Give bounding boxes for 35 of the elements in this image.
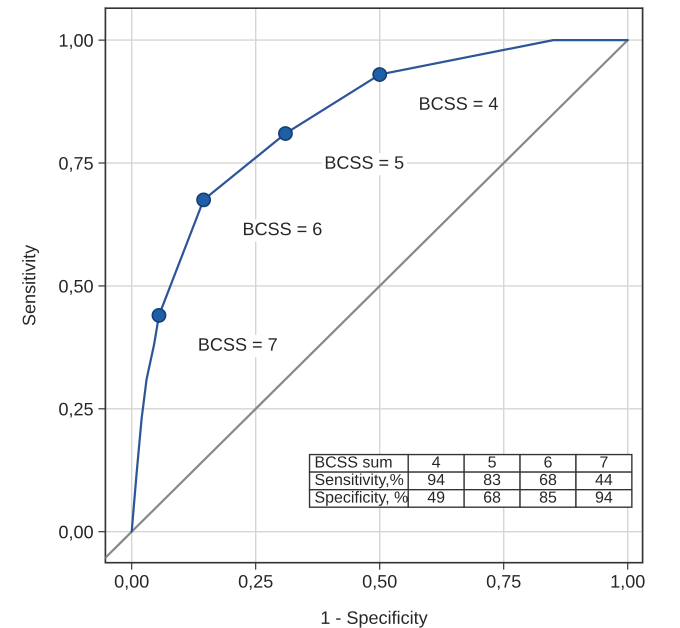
y-axis-title: Sensitivity bbox=[22, 244, 40, 326]
annotation: 6 bbox=[544, 456, 552, 468]
x-tick-label: 0,75 bbox=[486, 574, 521, 590]
x-tick-label: 1,00 bbox=[612, 574, 645, 590]
annotation: 5 bbox=[488, 456, 496, 468]
x-axis-title: 1 - Specificity bbox=[322, 610, 428, 628]
y-tick-label: 1,00 bbox=[60, 34, 93, 49]
annotation: 68 bbox=[540, 474, 556, 486]
annotation: BCSS sum bbox=[316, 456, 392, 468]
y-tick-label: 0,75 bbox=[59, 156, 93, 172]
point bbox=[278, 126, 293, 141]
annotation: 49 bbox=[428, 491, 444, 503]
annotation: 83 bbox=[484, 474, 500, 486]
y-tick-label: 0,00 bbox=[59, 526, 93, 541]
annotation: 85 bbox=[540, 491, 556, 503]
point bbox=[196, 192, 212, 208]
point bbox=[372, 67, 388, 82]
annotation: BCSS = 5 bbox=[326, 156, 404, 169]
y-tick-label: 0,25 bbox=[59, 402, 93, 418]
x-tick-label: 0,00 bbox=[114, 574, 149, 590]
x-tick-label: 0,25 bbox=[238, 574, 273, 590]
annotation: 44 bbox=[595, 474, 612, 486]
annotation: 94 bbox=[428, 474, 445, 486]
annotation: 7 bbox=[600, 456, 608, 468]
annotation: 68 bbox=[484, 491, 500, 503]
annotation: Sensitivity,% bbox=[315, 473, 404, 488]
annotation: BCSS = 6 bbox=[244, 222, 322, 236]
annotation: 4 bbox=[432, 456, 440, 468]
x-tick-label: 0,50 bbox=[362, 574, 397, 590]
y-tick-label: 0,50 bbox=[59, 280, 93, 295]
annotation: 94 bbox=[596, 491, 612, 503]
annotation: Specificity, % bbox=[315, 491, 408, 506]
annotation: BCSS = 4 bbox=[420, 97, 498, 110]
annotation: BCSS = 7 bbox=[199, 338, 277, 351]
point bbox=[152, 308, 166, 323]
